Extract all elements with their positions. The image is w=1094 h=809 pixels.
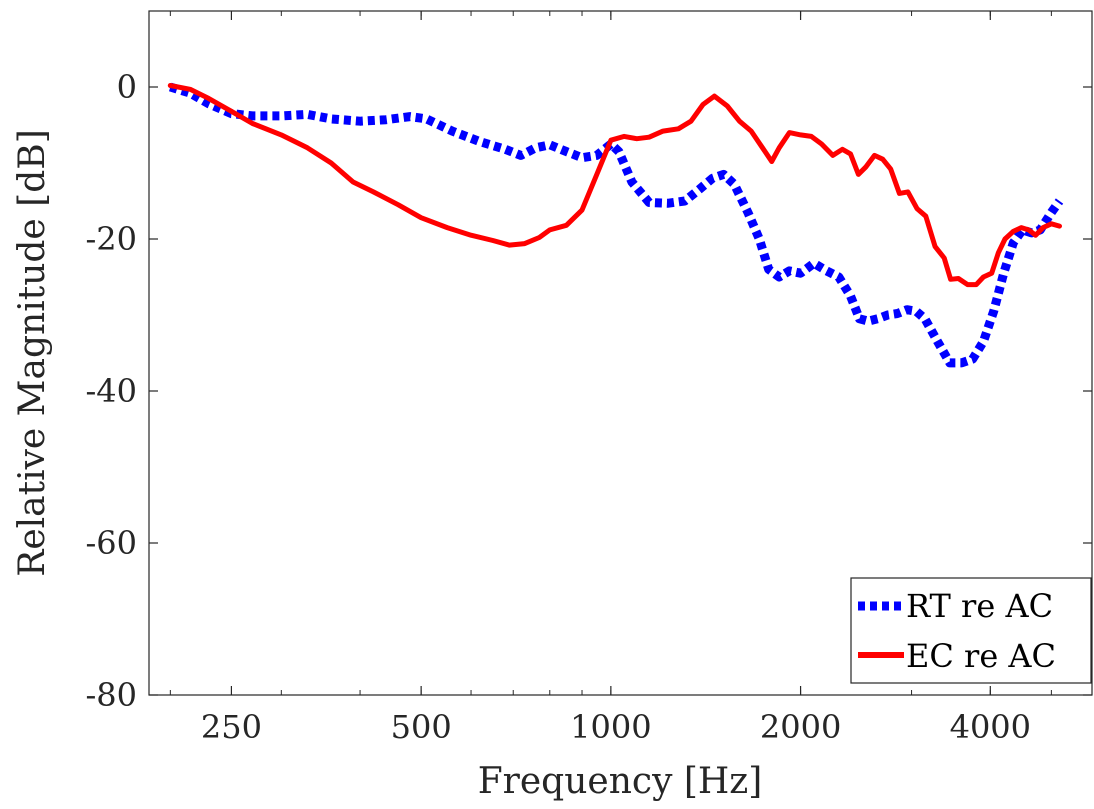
legend: RT re AC EC re AC: [850, 577, 1092, 684]
y-tick-label: -40: [85, 372, 137, 410]
ticks-layer: [149, 11, 1092, 696]
x-tick-label: 500: [391, 708, 452, 746]
x-axis-title: Frequency [Hz]: [478, 761, 763, 802]
legend-box: [850, 577, 1092, 684]
series-layer: [167, 82, 1064, 368]
tick-labels-layer: 0 -20 -40 -60 -80 250 500 1000 2000 4000: [85, 68, 1031, 746]
y-tick-label: -80: [85, 676, 137, 714]
legend-label-ec-re-ac: EC re AC: [906, 637, 1056, 675]
x-tick-label: 2000: [760, 708, 841, 746]
plot-area-frame: [148, 10, 1093, 696]
y-tick-label: 0: [117, 68, 137, 106]
series-line-ec-re-ac: [167, 83, 1062, 288]
x-tick-label: 1000: [570, 708, 651, 746]
legend-label-rt-re-ac: RT re AC: [906, 587, 1053, 625]
x-tick-label: 4000: [950, 708, 1031, 746]
x-tick-label: 250: [201, 708, 262, 746]
y-tick-label: -20: [85, 220, 137, 258]
y-axis-title: Relative Magnitude [dB]: [12, 129, 53, 577]
y-tick-label: -60: [85, 524, 137, 562]
